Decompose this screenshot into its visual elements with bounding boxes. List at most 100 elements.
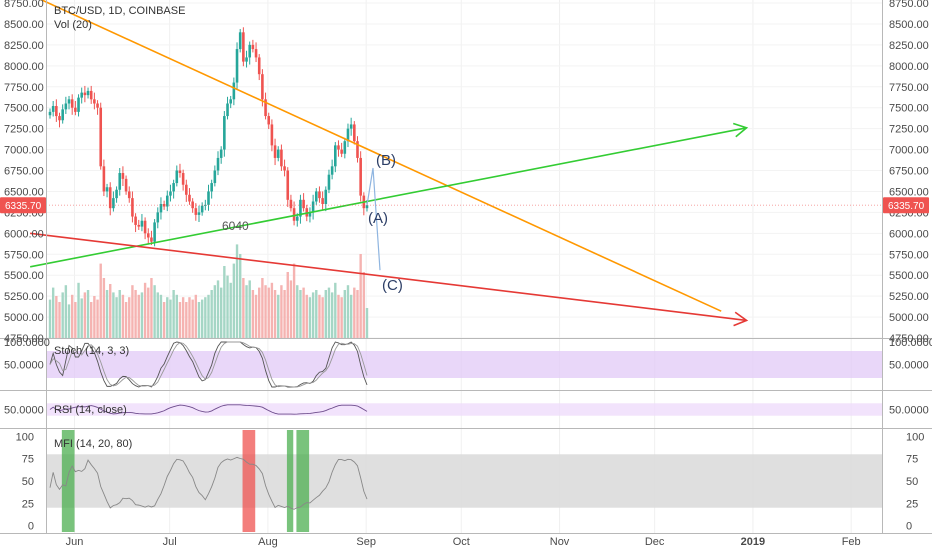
candle [346,123,350,148]
y-tick-label-right: 4750.00 [889,333,929,345]
mfi-y-tick-right: 50 [906,476,918,488]
candle [292,201,296,226]
candle-body [267,116,271,125]
volume-bar [280,285,283,338]
volume-bar [131,285,134,338]
candle [216,151,220,176]
y-tick-label-left: 5750.00 [4,249,44,261]
candle-body [264,99,267,117]
candle-body [191,201,194,209]
candle [232,77,236,106]
y-tick-label-right: 6500.00 [889,186,929,198]
x-tick-label: Nov [550,536,570,548]
rsi-title: RSI (14, close) [54,404,127,416]
volume-bar [264,285,267,338]
volume-bar [292,263,296,338]
candle [118,167,122,196]
wave-label-c: (C) [382,277,403,294]
mfi-y-tick-right: 75 [906,454,918,466]
candle [108,182,112,216]
y-tick-label-right: 6000.00 [889,228,929,240]
volume-bar [188,297,191,338]
candle-body [51,106,55,112]
candle-body [150,237,153,242]
mfi-band [46,454,882,508]
candle-body [156,212,160,223]
candle-body [327,174,331,190]
candle-body [353,124,356,142]
stoch-d-line [49,341,368,388]
volume-bar [321,297,324,338]
volume-bar [96,299,99,338]
candles-layer [48,27,369,247]
volume-bar [90,302,93,338]
candle-body [229,99,232,104]
y-tick-label-right: 7250.00 [889,124,929,136]
volume-bar [48,299,52,338]
candle [146,228,150,245]
volume-bar [166,297,169,338]
candle-body [270,124,274,146]
candle [89,85,93,104]
stoch-y-tick-right: 50.0000 [889,360,929,372]
volume-bar [77,282,80,338]
candle-body [292,208,296,221]
x-tick-label: Aug [258,536,278,548]
candle-body [276,149,280,158]
candle-body [251,44,255,50]
candle [55,99,58,122]
volume-bar [254,294,258,338]
volume-bar [172,290,175,338]
last-price-badge-right-text: 6335.70 [888,201,925,212]
candle [93,92,96,110]
volume-bar [213,285,217,338]
candle [178,163,182,178]
candle-body [89,90,93,100]
candle-body [124,178,128,192]
x-tick-label: Sep [356,536,376,548]
volume-bar [67,304,71,338]
volume-bar [185,302,188,338]
volume-bar [128,297,131,338]
volume-bar [359,254,362,338]
volume-bar [80,298,83,338]
y-tick-label-right: 6750.00 [889,166,929,178]
candle [99,102,103,170]
candle [48,108,52,119]
candle-body [121,173,125,179]
candle-body [159,204,163,213]
candle-body [330,166,334,175]
volume-bar [83,292,87,338]
candle [70,94,74,115]
candle [251,39,255,53]
candle-body [115,189,118,199]
volume-bar [334,282,337,338]
rsi-band [46,403,882,416]
red-trendline [30,232,747,322]
volume-bar [327,287,331,338]
volume-bar [181,297,185,338]
volume-bar [242,278,245,338]
candle-body [226,103,229,117]
candle-body [356,141,359,158]
last-price-badge-left [0,197,46,214]
lines-layer [29,0,882,510]
y-tick-label-left: 6750.00 [4,166,44,178]
candle [337,140,340,157]
candle [194,203,198,221]
candle-body [175,170,179,184]
candle-body [308,212,312,217]
candle [254,42,258,63]
candle-body [197,212,201,215]
candle [200,202,204,216]
mfi-y-tick-left: 25 [22,498,34,510]
y-tick-label-right: 7500.00 [889,103,929,115]
volume-bar [267,287,270,338]
y-tick-label-right: 5250.00 [889,291,929,303]
volume-bar [223,266,226,338]
candle [96,100,99,115]
y-tick-label-right: 7750.00 [889,82,929,94]
y-tick-label-right: 5750.00 [889,249,929,261]
